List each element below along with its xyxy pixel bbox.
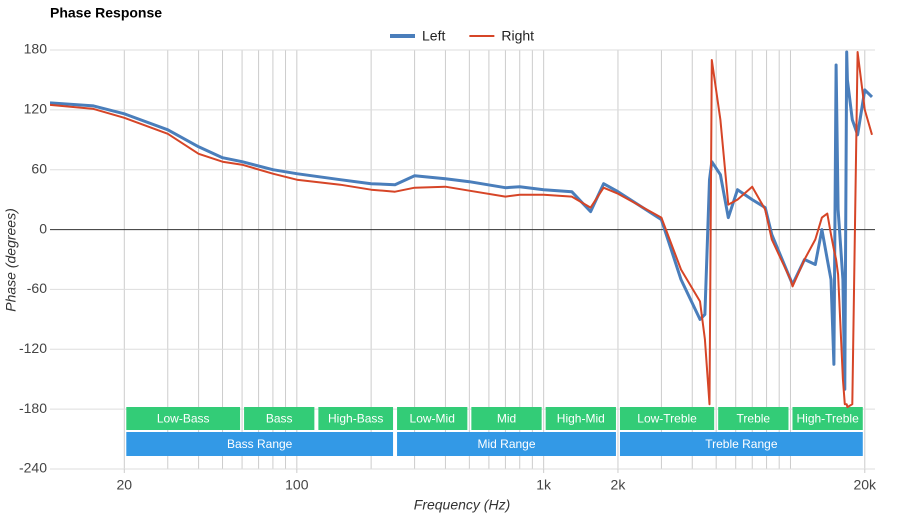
y-tick-label: 60 (31, 160, 47, 176)
band (397, 407, 468, 430)
band (718, 407, 789, 430)
band (545, 407, 616, 430)
band-label: Low-Treble (637, 412, 697, 426)
band (471, 407, 542, 430)
y-tick-label: -240 (19, 460, 47, 476)
x-tick-label: 20 (117, 477, 133, 493)
band-label: High-Bass (328, 412, 383, 426)
x-tick-label: 1k (536, 477, 552, 493)
band (244, 407, 315, 430)
series-line (50, 51, 873, 409)
x-tick-label: 2k (611, 477, 627, 493)
band-label: Bass (266, 412, 293, 426)
range (619, 432, 863, 456)
chart-title: Phase Response (50, 5, 162, 21)
band-label: High-Mid (557, 412, 605, 426)
band (619, 407, 715, 430)
band-label: Mid (497, 412, 516, 426)
series-line (50, 50, 874, 391)
band-label: Treble (737, 412, 771, 426)
range-label: Treble Range (705, 437, 778, 451)
y-tick-label: -120 (19, 340, 47, 356)
plot-lines (50, 50, 874, 409)
y-tick-label: -60 (27, 280, 47, 296)
y-tick-label: -180 (19, 400, 47, 416)
band (318, 407, 394, 430)
range (126, 432, 394, 456)
band (126, 407, 241, 430)
x-axis-label: Frequency (Hz) (414, 497, 510, 513)
y-tick-label: 120 (24, 101, 48, 117)
range-label: Mid Range (477, 437, 535, 451)
range (397, 432, 616, 456)
legend-label: Right (501, 28, 534, 44)
band (792, 407, 863, 430)
legend-label: Left (422, 28, 445, 44)
band-label: Low-Mid (410, 412, 455, 426)
y-tick-label: 180 (24, 41, 48, 57)
band-label: High-Treble (797, 412, 860, 426)
x-tick-label: 20k (853, 477, 877, 493)
range-label: Bass Range (227, 437, 293, 451)
y-axis-label: Phase (degrees) (3, 208, 19, 312)
y-tick-label: 0 (39, 220, 47, 236)
x-tick-label: 100 (285, 477, 309, 493)
band-label: Low-Bass (157, 412, 210, 426)
